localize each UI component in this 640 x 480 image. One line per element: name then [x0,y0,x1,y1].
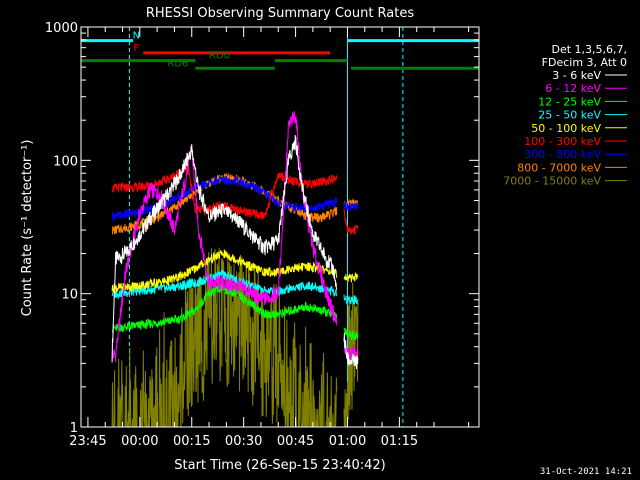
series-line [111,269,359,305]
legend-entry-label: 3 - 6 keV [552,69,601,82]
date-stamp: 31-Oct-2021 14:21 [540,467,632,477]
series-line [111,247,359,427]
x-tick-label: 01:00 [329,434,366,449]
legend-entry-label: 12 - 25 keV [538,95,601,108]
x-tick-label: 00:30 [225,434,262,449]
series-line [111,161,359,236]
series-group [111,111,359,427]
y-tick-label: 1 [70,421,78,436]
legend-entry-label: 300 - 800 keV [524,148,601,161]
legend-header-line: Det 1,3,5,6,7, [551,43,627,56]
mode-bar-label: RD6 [167,58,188,69]
x-tick-label: 01:15 [381,434,418,449]
x-tick-label: 23:45 [69,434,106,449]
plot-area: NF RD0 RD6 1 10 100 1000 23:45 00:00 00:15 00:30 00… [45,21,480,449]
series-line [111,134,359,370]
legend-entry-label: 6 - 12 keV [545,82,601,95]
mode-bar-label: F [133,43,139,54]
legend-entry-label: 25 - 50 keV [538,109,601,122]
y-tick-label: 10 [61,288,78,303]
x-tick-label: 00:00 [121,434,158,449]
mode-bar-label: N [133,31,140,42]
legend-entry-label: 50 - 100 keV [531,122,601,135]
x-axis-label: Start Time (26-Sep-15 23:40:42) [174,458,385,473]
y-tick-label: 1000 [45,21,78,36]
y-axis-label: Count Rate (s⁻¹ detector⁻¹) [20,140,35,317]
legend-entry-label: 7000 - 15000 keV [503,175,601,188]
legend-entry-label: 800 - 7000 keV [517,161,601,174]
x-tick-label: 00:15 [173,434,210,449]
mode-bar-label: RD0 [209,51,230,62]
legend-header: Det 1,3,5,6,7, FDecim 3, Att 0 [542,43,627,69]
legend-entry-label: 100 - 300 keV [524,135,601,148]
y-tick-label: 100 [53,154,78,169]
series-line [111,175,359,222]
legend-header-line: FDecim 3, Att 0 [542,56,627,69]
chart-title: RHESSI Observing Summary Count Rates [146,6,415,21]
x-tick-label: 00:45 [277,434,314,449]
series-line [111,249,359,293]
plot-frame [80,26,480,428]
